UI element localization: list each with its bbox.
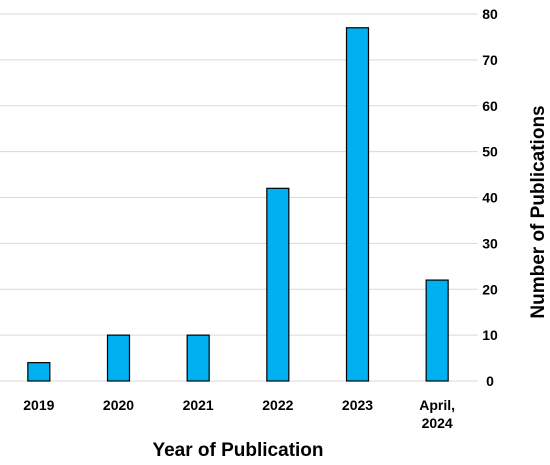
y-tick-label: 30 [482,235,498,251]
bar [106,334,131,382]
bars [27,27,449,382]
x-tick-label: 2019 [23,397,54,413]
x-tick-label: 2021 [183,397,214,413]
x-tick-label: 2020 [103,397,134,413]
y-axis-title: Number of Publications [528,105,549,318]
y-tick-label: 50 [482,144,498,160]
y-tick-label: 20 [482,281,498,297]
bar [345,27,370,382]
bar [266,187,290,382]
bar [425,279,449,382]
y-axis-ticks: 0 10 20 30 40 50 60 70 80 [482,6,498,389]
y-tick-label: 70 [482,52,498,68]
y-tick-label: 0 [486,373,494,389]
y-tick-label: 80 [482,6,498,22]
x-tick-label: 2023 [342,397,373,413]
y-tick-label: 60 [482,98,498,114]
x-tick-label: April, 2024 [419,397,455,431]
y-tick-label: 10 [482,327,498,343]
bar [186,334,210,382]
x-axis-ticks: 2019 2020 2021 2022 2023 April, 2024 [23,397,455,431]
x-axis-title: Year of Publication [152,440,323,461]
bar [27,362,51,382]
x-tick-label: 2022 [262,397,293,413]
y-tick-label: 40 [482,190,498,206]
gridlines [0,13,478,382]
